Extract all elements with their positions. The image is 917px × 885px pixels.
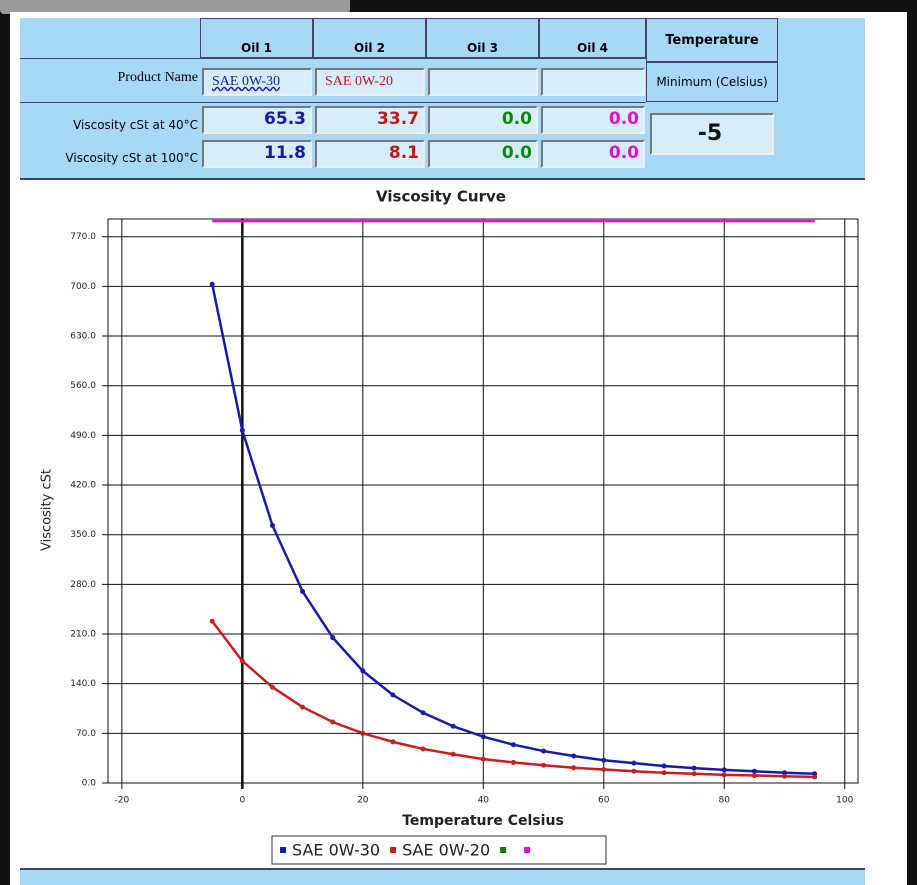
x-tick-label: 20: [357, 796, 369, 806]
x-tick-label: 80: [719, 796, 731, 806]
y-tick-label: 630.0: [70, 332, 96, 342]
data-point: [360, 668, 366, 674]
data-point: [360, 730, 366, 736]
data-point: [782, 773, 788, 779]
data-point: [812, 774, 818, 780]
data-point: [480, 756, 486, 762]
x-tick-label: 40: [478, 796, 490, 806]
tab: [0, 0, 350, 14]
data-point: [601, 757, 607, 763]
data-point: [300, 588, 306, 594]
data-point: [420, 746, 426, 752]
y-tick-label: 420.0: [70, 481, 96, 491]
data-point: [661, 763, 667, 769]
y-tick-label: 350.0: [70, 530, 96, 540]
data-point: [239, 427, 245, 433]
data-point: [300, 704, 306, 710]
data-point: [571, 753, 577, 759]
label: Product Name: [117, 70, 198, 85]
x-tick-label: 60: [598, 796, 610, 806]
y-tick-label: 700.0: [70, 282, 96, 292]
label: Viscosity cSt at 100°C: [65, 151, 198, 165]
header: Oil 4: [539, 18, 646, 58]
legend-swatch: [390, 847, 397, 853]
product-input[interactable]: SAE 0W-30: [202, 68, 312, 96]
data-point: [631, 768, 637, 774]
data-point: [239, 658, 245, 664]
legend-swatch: [280, 847, 286, 853]
viscosity-input[interactable]: 8.1: [315, 140, 425, 168]
data-point: [390, 739, 396, 745]
data-point: [661, 770, 667, 776]
data-point: [571, 765, 577, 771]
legend: [271, 835, 607, 865]
label: Minimum (Celsius): [646, 62, 778, 102]
data-point: [269, 522, 275, 528]
legend-label: SAE 0W-30: [292, 841, 380, 860]
data-point: [480, 734, 486, 740]
y-tick-label: 490.0: [70, 431, 96, 441]
data-point: [330, 719, 336, 725]
data-point: [450, 723, 456, 729]
data-point: [721, 772, 727, 778]
y-tick-label: 140.0: [70, 679, 96, 689]
data-point: [209, 281, 215, 287]
data-point: [420, 710, 426, 716]
legend-swatch: [500, 847, 507, 853]
y-tick-label: 770.0: [70, 232, 96, 242]
input-panel: Oil 1 Oil 2 Oil 3 Oil 4 Temperature Mini…: [20, 18, 865, 180]
data-point: [782, 770, 788, 776]
rule: [20, 58, 646, 59]
x-tick-label: 0: [239, 796, 245, 806]
data-point: [541, 762, 547, 768]
temperature-input[interactable]: -5: [650, 113, 774, 155]
legend-swatch: [524, 847, 531, 853]
data-point: [721, 767, 727, 773]
viscosity-input[interactable]: 0.0: [428, 106, 538, 134]
data-point: [751, 773, 757, 779]
data-point: [330, 635, 336, 641]
header: Oil 2: [313, 18, 426, 58]
product-input[interactable]: [541, 68, 645, 96]
rule: [20, 102, 646, 103]
x-axis-label: Temperature Celsius: [402, 813, 564, 829]
data-point: [751, 768, 757, 774]
data-point: [541, 748, 547, 754]
x-tick-label: 100: [836, 796, 853, 806]
x-tick-label: -20: [115, 796, 130, 806]
viscosity-input[interactable]: 33.7: [315, 106, 425, 134]
y-axis-label: Viscosity cSt: [40, 469, 55, 551]
viscosity-input[interactable]: 0.0: [541, 106, 645, 134]
data-point: [209, 618, 215, 624]
viscosity-input[interactable]: 0.0: [428, 140, 538, 168]
y-tick-label: 560.0: [70, 381, 96, 391]
header: Temperature: [646, 18, 778, 62]
y-tick-label: 280.0: [70, 580, 96, 590]
data-point: [510, 759, 516, 765]
product-input[interactable]: [428, 68, 538, 96]
y-tick-label: 210.0: [70, 630, 96, 640]
viscosity-input[interactable]: 0.0: [541, 140, 645, 168]
header: Oil 3: [426, 18, 539, 58]
viscosity-input[interactable]: 65.3: [202, 106, 312, 134]
label: Viscosity cSt at 40°C: [73, 118, 198, 132]
chart-title: Viscosity Curve: [376, 188, 506, 206]
product-input[interactable]: SAE 0W-20: [315, 68, 425, 96]
data-point: [510, 742, 516, 748]
data-point: [601, 767, 607, 773]
data-point: [691, 765, 697, 771]
data-point: [450, 751, 456, 757]
data-point: [631, 760, 637, 766]
y-tick-label: 0.0: [82, 779, 97, 789]
data-point: [390, 692, 396, 698]
data-point: [269, 684, 275, 690]
data-point: [691, 771, 697, 777]
viscosity-input[interactable]: 11.8: [202, 140, 312, 168]
header: Oil 1: [200, 18, 313, 58]
footer-panel: [20, 868, 865, 885]
legend-label: SAE 0W-20: [402, 841, 490, 860]
y-tick-label: 70.0: [76, 729, 96, 739]
